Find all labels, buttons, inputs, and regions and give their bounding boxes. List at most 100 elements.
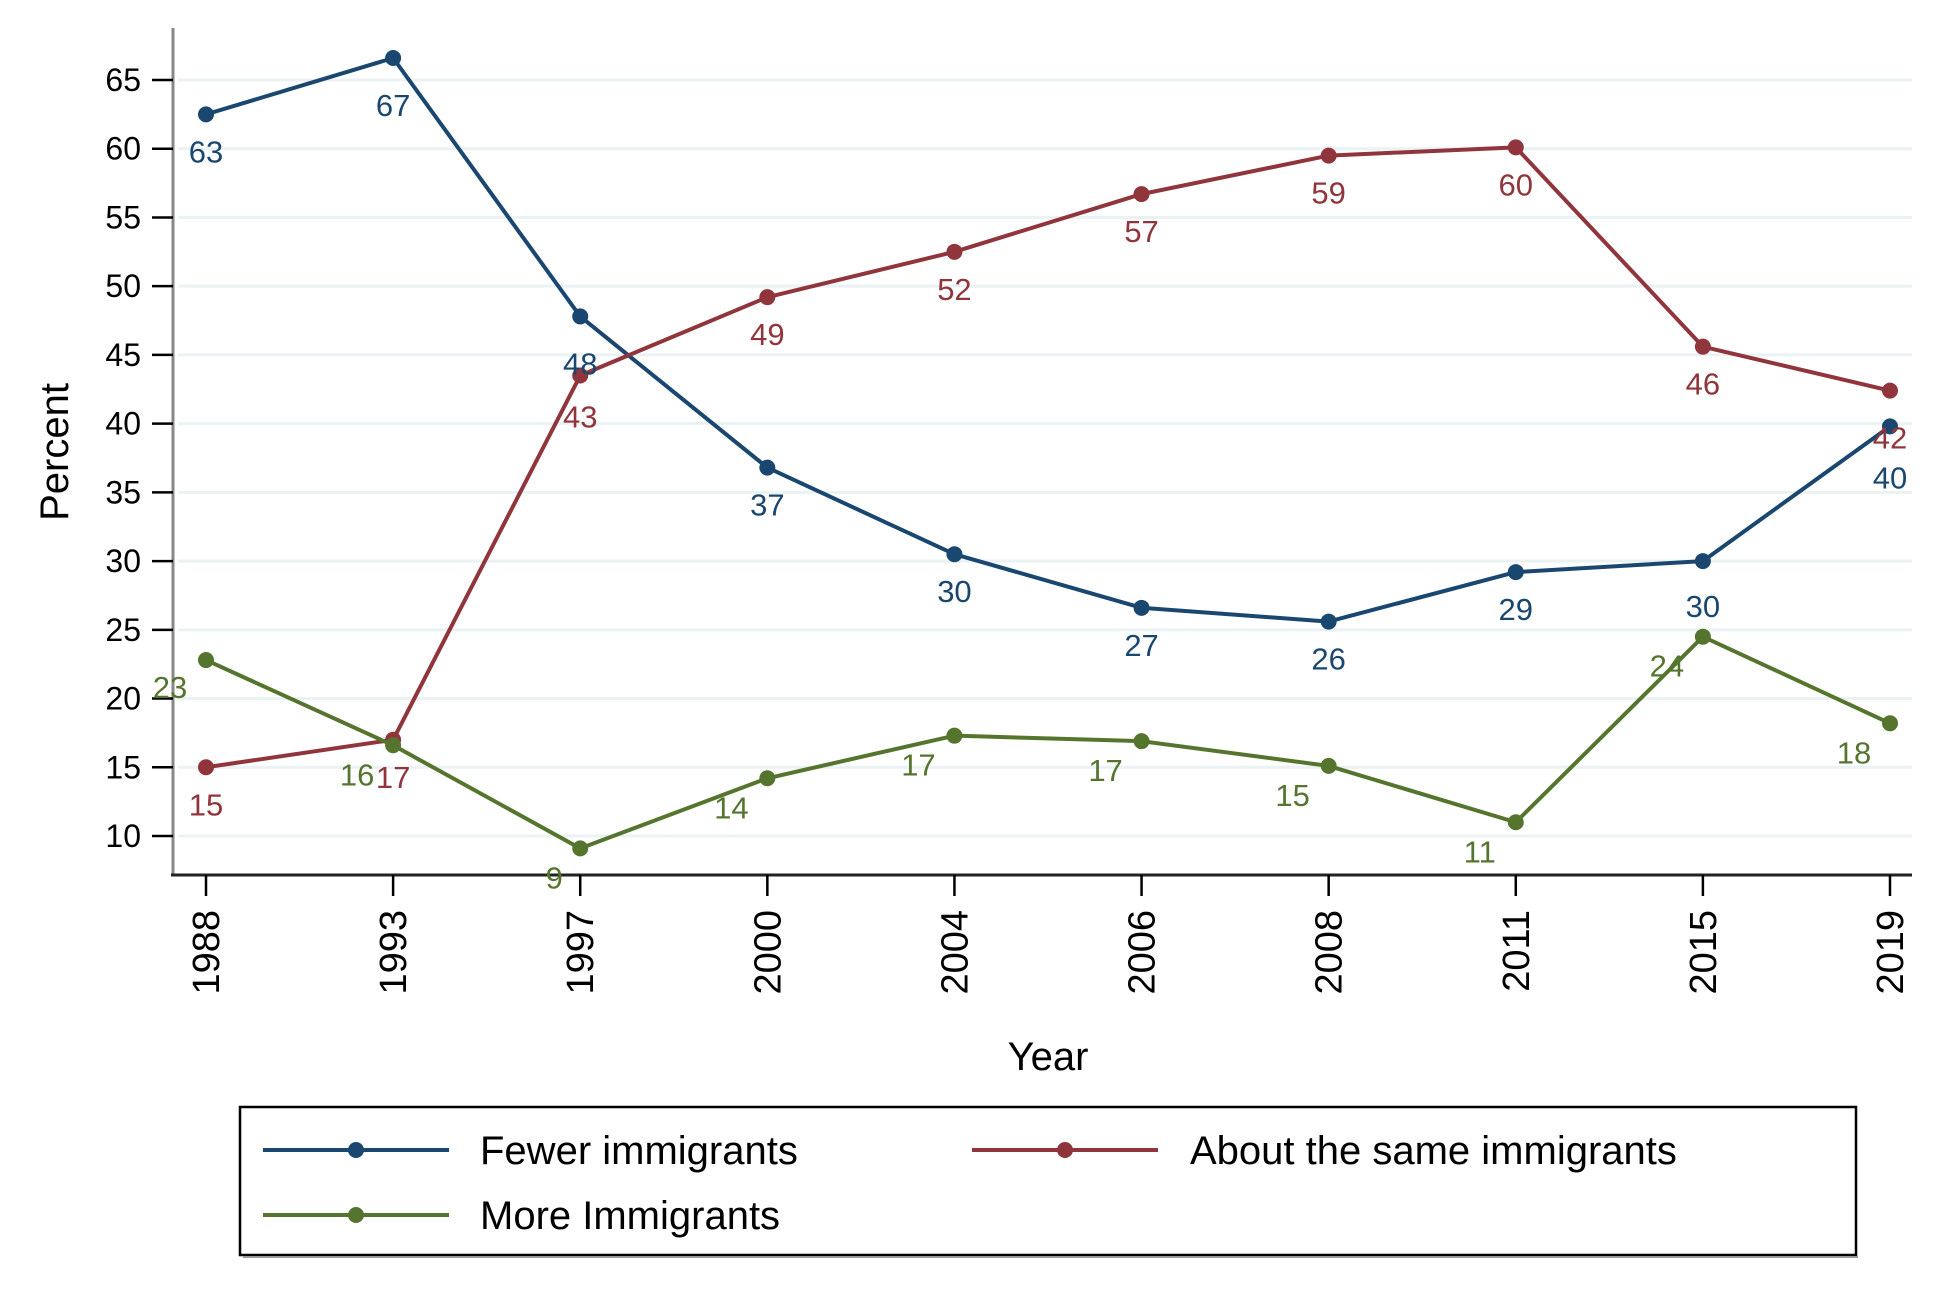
x-ticks: 1988 1993 1997 2000 2004 2006 2008 2011 2015 2019 [186,875,1912,995]
data-label: 26 [1311,642,1345,677]
data-label: 60 [1499,167,1533,202]
data-label: 52 [937,272,971,307]
data-label: 17 [1088,753,1122,788]
x-tick-label: 2011 [1496,910,1538,992]
series-fewer-immigrants [198,50,1898,630]
data-point [385,737,402,754]
data-label: 15 [1275,778,1309,813]
y-tick-label: 50 [105,268,141,304]
legend-item: More Immigrants [263,1194,780,1238]
data-point [1320,147,1337,164]
data-label: 37 [750,488,784,523]
y-tick-label: 35 [105,474,141,510]
data-point [1694,553,1711,570]
data-point [759,770,776,787]
data-label: 30 [937,574,971,609]
data-point [198,759,214,776]
x-tick-label: 2004 [934,910,976,995]
series-more-immigrants [198,628,1898,857]
data-label: 16 [340,757,374,792]
data-label: 46 [1686,367,1720,402]
x-tick-label: 2008 [1309,910,1351,995]
series-about-the-same-immigrants [198,139,1898,776]
data-point [1507,139,1524,156]
data-point [572,308,589,325]
y-tick-label: 15 [105,749,141,785]
data-label: 11 [1464,834,1496,869]
data-point [572,367,589,384]
data-point [1882,418,1898,435]
x-tick-label: 1993 [373,910,415,995]
data-point [1694,628,1711,645]
x-tick-label: 2000 [747,910,789,995]
data-point [1882,382,1898,399]
legend-label: Fewer immigrants [480,1129,798,1173]
data-point [1133,599,1150,616]
series-line [205,634,1891,851]
data-label: 30 [1686,589,1720,624]
data-point [1507,564,1524,581]
data-label: 24 [1650,649,1684,684]
y-tick-label: 25 [105,612,141,648]
data-point [1320,613,1337,630]
legend-label: About the same immigrants [1190,1129,1677,1173]
data-point [198,106,214,123]
data-label: 40 [1873,460,1907,495]
y-tick-label: 10 [105,818,141,854]
data-label: 43 [563,400,597,435]
x-tick-label: 2015 [1683,910,1725,995]
y-tick-label: 30 [105,543,141,579]
y-axis-title: Percent [33,383,77,521]
legend-box [238,1105,1858,1257]
data-label: 63 [189,134,223,169]
data-label: 17 [376,760,410,795]
data-label: 67 [376,88,410,123]
data-label: 49 [750,317,784,352]
data-label: 18 [1837,735,1871,770]
data-point [1882,715,1898,732]
data-point [946,546,963,563]
data-point [946,243,963,260]
legend-marker-icon [1057,1142,1073,1158]
data-point [946,727,963,744]
x-tick-label: 2019 [1870,910,1912,995]
y-tick-label: 40 [105,406,141,442]
gridlines [178,78,1912,838]
legend-marker-icon [348,1142,364,1158]
data-label: 9 [546,860,563,895]
data-label: 48 [563,346,597,381]
data-label: 57 [1124,214,1158,249]
data-label: 29 [1499,592,1533,627]
data-point [198,652,214,669]
x-tick-label: 2006 [1122,910,1164,995]
series-line [205,56,1892,624]
data-point [759,459,776,476]
data-label: 27 [1124,628,1158,663]
y-tick-label: 65 [105,62,141,98]
data-label: 42 [1873,421,1907,456]
data-point [1133,733,1150,750]
data-label: 23 [153,670,187,705]
data-point [1507,814,1524,831]
series-layer [198,50,1898,857]
data-label: 59 [1311,176,1345,211]
data-point [572,840,589,857]
y-tick-label: 55 [105,199,141,235]
y-tick-label: 45 [105,337,141,373]
data-point [1133,186,1150,203]
x-tick-label: 1997 [560,910,602,995]
data-point [1694,338,1711,355]
y-tick-label: 20 [105,681,141,717]
data-labels-layer: 63 67 48 37 30 27 26 29 30 40 15 17 43 49 52 57 59 60 46 42… [153,88,1907,895]
x-axis-title: Year [1008,1035,1089,1079]
data-point [759,289,776,306]
series-line [205,145,1891,770]
legend-marker-icon [348,1207,364,1223]
x-tick-label: 1988 [186,910,228,995]
data-point [1320,757,1337,774]
legend-item: About the same immigrants [972,1129,1677,1173]
data-label: 17 [901,748,935,783]
data-point [385,50,402,67]
y-ticks: 10 15 20 25 30 35 40 45 50 55 60 65 [105,62,173,854]
